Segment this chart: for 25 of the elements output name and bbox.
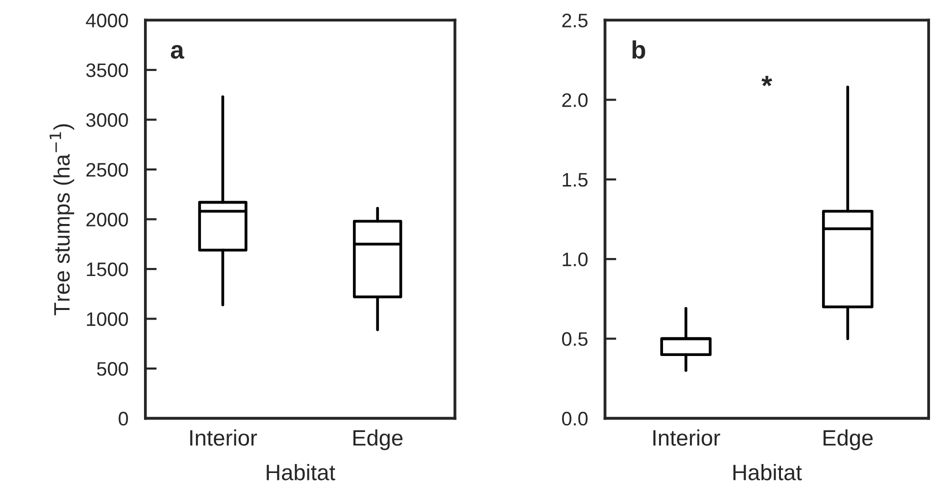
y-tick-label: 0.5	[562, 332, 588, 346]
annotation: *	[761, 76, 772, 86]
x-axis-title: Habitat	[733, 464, 802, 480]
y-tick-label: 1500	[86, 262, 128, 276]
y-tick-label: 4000	[86, 14, 128, 28]
text: b	[632, 40, 646, 59]
y-axis-title: Tree stumps (ha$^{−1}$)	[50, 124, 74, 316]
y-tick-label: 2500	[86, 162, 128, 177]
x-axis-title: Habitat	[266, 464, 336, 480]
y-tick-label: 2.5	[562, 14, 588, 28]
y-tick-label: 2.0	[562, 93, 588, 108]
text: a	[170, 45, 184, 59]
x-tick-label: Edge	[824, 429, 873, 450]
y-tick-label: 0.0	[562, 412, 588, 426]
y-tick-label: 1.0	[562, 252, 588, 266]
x-tick-label: Interior	[653, 429, 720, 446]
y-tick-label: 1.5	[562, 173, 588, 187]
y-tick-label: 500	[97, 362, 128, 376]
x-tick-label: Interior	[190, 429, 257, 446]
y-tick-label: 3000	[86, 113, 128, 127]
y-tick-label: 0	[118, 412, 128, 426]
y-tick-label: 3500	[86, 63, 128, 78]
y-tick-label: 1000	[86, 312, 128, 326]
y-tick-label: 2000	[86, 212, 128, 226]
x-tick-label: Edge	[353, 429, 403, 450]
